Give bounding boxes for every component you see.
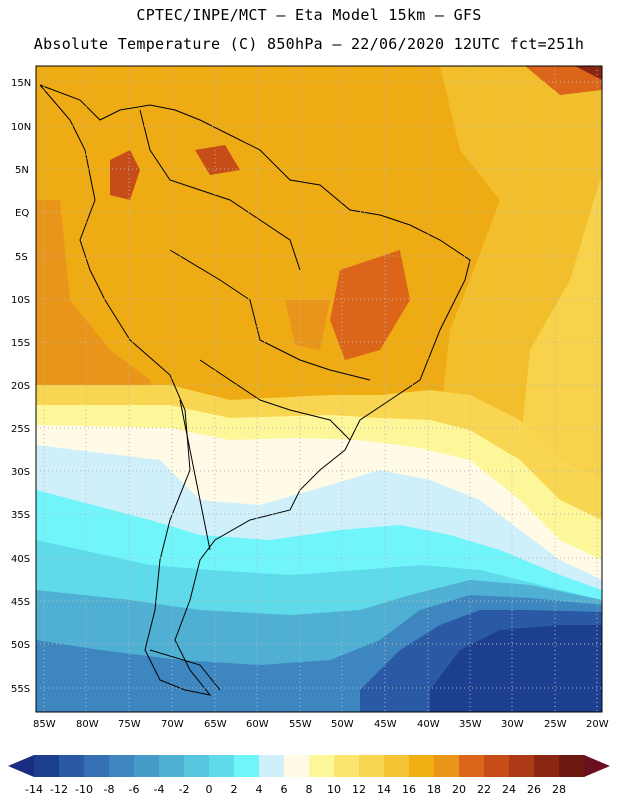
colorbar-label: -14 [25, 783, 43, 796]
lat-label: EQ [15, 208, 29, 219]
colorbar-label: -4 [154, 783, 165, 796]
colorbar-label: 0 [206, 783, 213, 796]
lon-label: 65W [204, 719, 227, 730]
field-atlantic-yellow [520, 180, 602, 520]
colorbar-segment [234, 755, 260, 777]
border-line-south [199, 359, 351, 441]
lon-label: 60W [246, 719, 269, 730]
lon-label: 75W [118, 719, 141, 730]
lon-label: 70W [161, 719, 184, 730]
lon-label: 35W [459, 719, 482, 730]
colorbar-segment [34, 755, 60, 777]
field-hotspot-caribbean [525, 66, 602, 95]
border-line-andes [179, 399, 211, 551]
colorbar-segment [534, 755, 560, 777]
colorbar-segment [384, 755, 410, 777]
field-warm-central [285, 300, 330, 350]
south-america-outline [39, 84, 471, 696]
colorbar-label: 24 [502, 783, 516, 796]
colorbar-label: 26 [527, 783, 541, 796]
lat-label: 20S [11, 381, 30, 392]
colorbar-segment [109, 755, 135, 777]
lon-label: 50W [331, 719, 354, 730]
coastlines [39, 84, 471, 696]
colorbar-segment [84, 755, 110, 777]
border-line-central [169, 249, 371, 381]
lon-label: 45W [374, 719, 397, 730]
colorbar-label: 4 [256, 783, 263, 796]
colorbar-label: 8 [306, 783, 313, 796]
map-title-line2: Absolute Temperature (C) 850hPa – 22/06/… [33, 35, 585, 53]
lat-label: 10N [11, 122, 31, 133]
colorbar-label: -12 [50, 783, 68, 796]
colorbar-label: -10 [75, 783, 93, 796]
field-hotspot-ne-corner [575, 66, 602, 80]
colorbar-label: 20 [452, 783, 466, 796]
lat-label: 15N [11, 78, 31, 89]
colorbar-segment [284, 755, 310, 777]
colorbar-segment [484, 755, 510, 777]
colorbar-under-arrow [8, 755, 34, 777]
lat-label: 35S [11, 510, 30, 521]
colorbar-segment [309, 755, 335, 777]
colorbar-segment [184, 755, 210, 777]
latitude-labels: 15N 10N 5N EQ 5S 10S 15S 20S 25S 30S 35S… [11, 78, 31, 695]
lat-label: 40S [11, 554, 30, 565]
colorbar-over-arrow [584, 755, 610, 777]
map-title-line1: CPTEC/INPE/MCT – Eta Model 15km – GFS [136, 6, 482, 24]
field-hotspot-brazil [330, 250, 410, 360]
colorbar-label: 16 [402, 783, 416, 796]
lat-label: 10S [11, 295, 30, 306]
field-band-neg14 [430, 625, 602, 712]
lon-label: 25W [544, 719, 567, 730]
colorbar: -14 -12 -10 -8 -6 -4 -2 0 2 4 6 8 10 12 14 16 18 20 22 24 26… [8, 755, 610, 796]
tierra-del-fuego [149, 649, 221, 691]
colorbar-segment [509, 755, 535, 777]
colorbar-segment [134, 755, 160, 777]
colorbar-label: -8 [104, 783, 115, 796]
lon-label: 20W [586, 719, 609, 730]
colorbar-label: -6 [129, 783, 140, 796]
temperature-field [36, 66, 602, 712]
colorbar-segment [209, 755, 235, 777]
colorbar-label: 6 [281, 783, 288, 796]
field-hotspot-venezuela [195, 145, 240, 175]
colorbar-label: 10 [327, 783, 341, 796]
colorbar-segment [159, 755, 185, 777]
colorbar-segment [409, 755, 435, 777]
colorbar-label: 28 [552, 783, 566, 796]
colorbar-segment [334, 755, 360, 777]
lon-label: 40W [417, 719, 440, 730]
colorbar-segment [459, 755, 485, 777]
colorbar-segment [59, 755, 85, 777]
lon-label: 30W [501, 719, 524, 730]
lon-label: 55W [289, 719, 312, 730]
lon-label: 85W [33, 719, 56, 730]
colorbar-label: 18 [427, 783, 441, 796]
lat-label: 25S [11, 424, 30, 435]
colorbar-label: -2 [179, 783, 190, 796]
field-pacific-orange [36, 200, 160, 420]
colorbar-segment [259, 755, 285, 777]
lat-label: 5N [15, 165, 29, 176]
lon-label: 80W [76, 719, 99, 730]
lat-label: 30S [11, 467, 30, 478]
field-hotspot-andes-north [110, 150, 140, 200]
colorbar-label: 22 [477, 783, 491, 796]
colorbar-label: 12 [352, 783, 366, 796]
colorbar-label: 2 [231, 783, 238, 796]
longitude-labels: 85W 80W 75W 70W 65W 60W 55W 50W 45W 40W … [33, 719, 609, 730]
lat-label: 45S [11, 597, 30, 608]
colorbar-label: 14 [377, 783, 391, 796]
lat-label: 15S [11, 338, 30, 349]
colorbar-segment [559, 755, 585, 777]
map-frame [35, 65, 603, 713]
colorbar-segment [359, 755, 385, 777]
lat-label: 50S [11, 640, 30, 651]
lat-label: 5S [15, 252, 28, 263]
lat-label: 55S [11, 684, 30, 695]
colorbar-segment [434, 755, 460, 777]
